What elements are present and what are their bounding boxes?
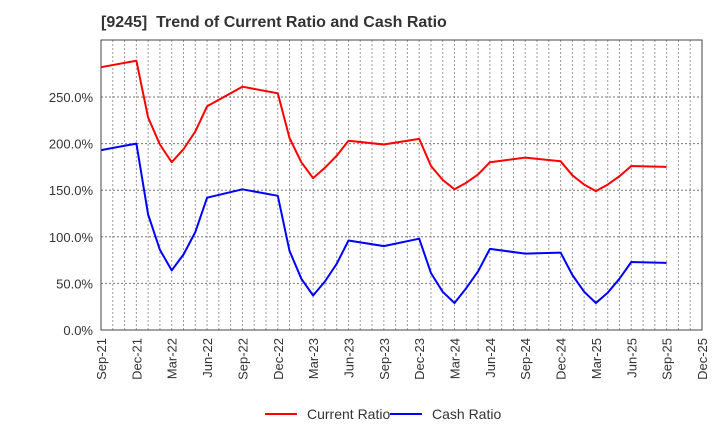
- x-tick-label: Sep-21: [94, 338, 109, 380]
- x-tick-label: Dec-21: [129, 338, 144, 380]
- x-tick-label: Dec-24: [554, 338, 569, 380]
- y-axis: 0.0% 50.0% 100.0% 150.0% 200.0% 250.0%: [49, 90, 94, 338]
- x-tick-label: Sep-23: [377, 338, 392, 380]
- legend-label: Cash Ratio: [432, 406, 501, 422]
- x-tick-label: Dec-22: [271, 338, 286, 380]
- legend-item-current-ratio: Current Ratio: [265, 406, 390, 422]
- x-tick-label: Dec-25: [695, 338, 710, 380]
- x-tick-label: Jun-23: [341, 338, 356, 378]
- grid-lines: [101, 40, 702, 330]
- y-tick-label: 100.0%: [49, 230, 94, 245]
- x-tick-label: Mar-23: [306, 338, 321, 379]
- data-series: [100, 59, 667, 304]
- y-tick-label: 200.0%: [49, 137, 94, 152]
- legend: Current Ratio Cash Ratio: [265, 406, 501, 422]
- x-tick-label: Jun-24: [483, 338, 498, 378]
- x-tick-label: Jun-25: [624, 338, 639, 378]
- x-tick-label: Mar-24: [448, 338, 463, 379]
- x-tick-label: Dec-23: [412, 338, 427, 380]
- y-tick-label: 250.0%: [49, 90, 94, 105]
- chart-title: [9245] Trend of Current Ratio and Cash R…: [101, 14, 447, 31]
- y-tick-label: 50.0%: [56, 276, 93, 291]
- current-ratio-line: [100, 59, 667, 193]
- x-tick-label: Sep-24: [518, 338, 533, 380]
- x-tick-label: Sep-25: [660, 338, 675, 380]
- x-tick-label: Jun-22: [200, 338, 215, 378]
- x-tick-label: Sep-22: [235, 338, 250, 380]
- x-tick-label: Mar-25: [589, 338, 604, 379]
- y-tick-label: 150.0%: [49, 183, 94, 198]
- plot-area-frame: [100, 39, 703, 331]
- x-axis: Sep-21 Dec-21 Mar-22 Jun-22 Sep-22 Dec-22 Mar-…: [94, 338, 710, 380]
- y-tick-label: 0.0%: [63, 323, 93, 338]
- x-tick-label: Mar-22: [165, 338, 180, 379]
- legend-label: Current Ratio: [307, 406, 390, 422]
- legend-item-cash-ratio: Cash Ratio: [390, 406, 501, 422]
- cash-ratio-line: [100, 142, 667, 304]
